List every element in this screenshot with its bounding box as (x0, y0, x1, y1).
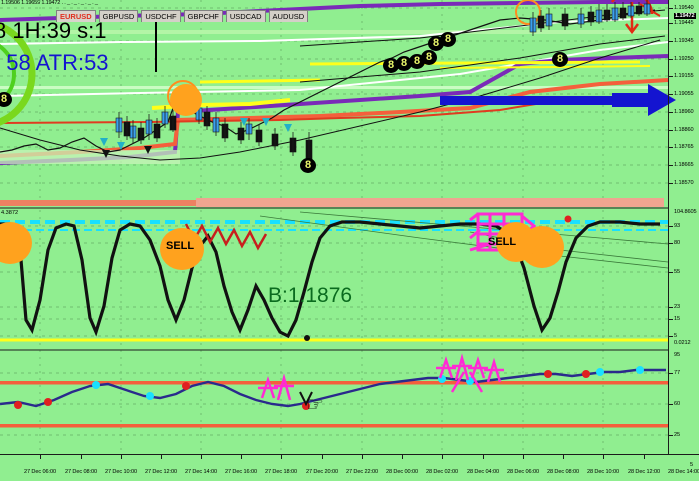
tab-usdchf[interactable]: USDCHF (141, 10, 181, 22)
low-tick-label: 25 (674, 432, 681, 438)
time-tick-label: 27 Dec 06:00 (23, 469, 57, 475)
low-tick-label: 95 (674, 352, 681, 358)
time-tick-label: 27 Dec 08:00 (64, 469, 98, 475)
price-tick-label: 1.18570 (674, 180, 694, 186)
price-tick-label: 1.19155 (674, 73, 694, 79)
price-tick-label: 1.19445 (674, 20, 694, 26)
mid-tick-label: 23 (674, 304, 681, 310)
pointing-hand-icon: ☞ (306, 394, 324, 416)
blue-arrow-icon (440, 84, 676, 116)
price-current-label: 1.19472 (674, 13, 696, 19)
time-tick-label: 28 Dec 04:00 (466, 469, 500, 475)
price-tick-label: 1.19345 (674, 38, 694, 44)
price-tick-label: 1.19055 (674, 91, 694, 97)
price-tick-label: 1.19250 (674, 56, 694, 62)
mid-tick-label: 5 (674, 333, 678, 339)
count-marker-8: 8 (440, 32, 456, 47)
low-tick-label: 77 (674, 370, 681, 376)
tab-gbpusd[interactable]: GBPUSD (98, 10, 139, 22)
sell-label-left: SELL (166, 240, 195, 252)
price-tick-label: 1.18960 (674, 109, 694, 115)
mid-tick-label: 80 (674, 240, 681, 246)
mid-tick-label: 55 (674, 269, 681, 275)
buy-price-label: B:1.1876 (268, 284, 353, 307)
time-tick-label: 28 Dec 10:00 (586, 469, 620, 475)
price-tick-label: 1.18665 (674, 162, 694, 168)
time-tick-label: 28 Dec 06:00 (506, 469, 540, 475)
quote-line: 1.19506 1.19659 1.19472 . . _ . _ . _ . … (1, 0, 98, 6)
tab-label: EURUSD (60, 12, 92, 21)
time-tick-label: 27 Dec 12:00 (144, 469, 178, 475)
tab-label: GBPUSD (102, 12, 135, 21)
count-marker-8: 8 (300, 158, 316, 173)
tab-audusd[interactable]: AUDUSD (268, 10, 309, 22)
time-tick-label: 28 Dec 14:00 (667, 469, 699, 475)
time-tick-label: 27 Dec 20:00 (305, 469, 339, 475)
mid-tick-label: 104.8605 (674, 209, 697, 215)
tab-usdcad[interactable]: USDCAD (225, 10, 266, 22)
time-tick-label: 28 Dec 00:00 (385, 469, 419, 475)
price-tick-label: 1.18765 (674, 144, 694, 150)
tab-gbpchf[interactable]: GBPCHF (183, 10, 223, 22)
price-tick-label: 1.19540 (674, 5, 694, 11)
sell-label-mid: SELL (488, 236, 517, 248)
time-tick-label: 28 Dec 08:00 (546, 469, 580, 475)
mid-tick-label: 93 (674, 223, 681, 229)
mid-left-value-label: 4.3872 (1, 210, 19, 216)
price-scale[interactable]: 1.19540 1.19472 1.19445 1.19345 1.19250 … (668, 0, 699, 454)
tab-eurusd[interactable]: EURUSD (56, 10, 96, 22)
time-tick-label: 27 Dec 14:00 (184, 469, 218, 475)
price-tick-label: 1.18860 (674, 127, 694, 133)
time-tick-label: 28 Dec 02:00 (425, 469, 459, 475)
signal-donut-main (170, 84, 202, 116)
count-marker-8: 8 (0, 92, 12, 107)
mid-tick-label: 0.0212 (674, 340, 691, 346)
tab-label: GBPCHF (187, 12, 219, 21)
time-tick-label: 27 Dec 18:00 (264, 469, 298, 475)
tab-label: USDCHF (145, 12, 177, 21)
count-marker-8: 8 (552, 52, 568, 67)
tab-label: AUDUSD (272, 12, 305, 21)
time-axis[interactable]: 27 Dec 06:00 27 Dec 08:00 27 Dec 10:00 2… (0, 454, 699, 481)
time-tick-label: 27 Dec 16:00 (224, 469, 258, 475)
count-marker-8: 8 (421, 50, 437, 65)
symbol-tabbar[interactable]: EURUSD GBPUSD USDCHF GBPCHF USDCAD AUDUS… (56, 10, 309, 23)
low-tick-label: 60 (674, 401, 681, 407)
tab-label: USDCAD (229, 12, 262, 21)
time-tick-label: 27 Dec 22:00 (345, 469, 379, 475)
scale-edge-marker: 5 (690, 462, 694, 468)
signal-donut-left-edge (0, 222, 32, 264)
crosshair-vertical (155, 18, 157, 72)
time-tick-label: 27 Dec 10:00 (104, 469, 138, 475)
time-tick-label: 28 Dec 12:00 (627, 469, 661, 475)
info-overlay-blue: : 58 ATR:53 (0, 50, 109, 75)
mid-tick-label: 15 (674, 316, 681, 322)
